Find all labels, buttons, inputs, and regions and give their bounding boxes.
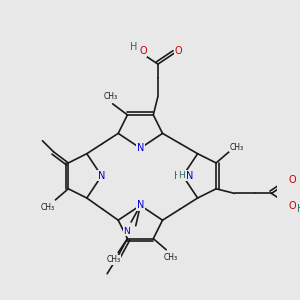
Text: H: H — [130, 43, 138, 52]
Text: N: N — [98, 171, 105, 181]
Text: N: N — [123, 227, 130, 236]
Text: N: N — [98, 171, 105, 181]
Text: O: O — [174, 46, 182, 56]
Text: CH₃: CH₃ — [164, 253, 178, 262]
Text: O: O — [139, 46, 147, 56]
Text: CH₃: CH₃ — [41, 203, 55, 212]
Text: N: N — [137, 143, 144, 153]
Text: H N: H N — [174, 171, 192, 181]
Text: N: N — [137, 143, 144, 153]
Text: N: N — [186, 171, 193, 181]
Text: H: H — [178, 171, 184, 180]
Text: N: N — [137, 200, 144, 210]
Text: O: O — [288, 176, 296, 185]
Text: CH₃: CH₃ — [229, 143, 244, 152]
Text: H: H — [297, 204, 300, 214]
Text: CH₃: CH₃ — [106, 255, 121, 264]
Text: N: N — [137, 200, 144, 210]
Text: CH₃: CH₃ — [104, 92, 118, 101]
Text: O: O — [288, 201, 296, 211]
